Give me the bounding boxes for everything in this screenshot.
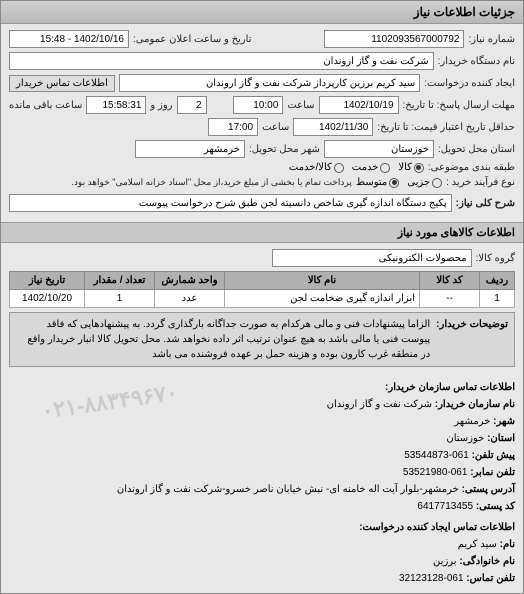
- radio-dot-icon: [334, 163, 344, 173]
- desc-label: شرح کلی نیاز:: [456, 198, 515, 209]
- surname-label: نام خانوادگی:: [459, 556, 515, 567]
- name-label: نام:: [500, 539, 515, 550]
- process-radio-group: جزیی متوسط: [356, 177, 442, 188]
- org-field: شرکت نفت و گاز اروندان: [9, 52, 434, 70]
- goods-group-field: محصولات الکترونیکی: [272, 249, 472, 267]
- radio-minor[interactable]: جزیی: [407, 177, 442, 188]
- phone-label: پیش تلفن:: [472, 450, 515, 461]
- goods-group-label: گروه کالا:: [476, 253, 515, 264]
- time-left-label: ساعت باقی مانده: [9, 100, 82, 111]
- city-field: خرمشهر: [135, 140, 245, 158]
- days-left-field: 2: [177, 96, 207, 114]
- desc-field: پکیج دستگاه اندازه گیری شاخص دانسیته لجن…: [9, 194, 452, 212]
- cell-name: ابزار اندازه گیری ضخامت لجن: [225, 290, 420, 308]
- requester-field: سید کریم برزین کارپرداز شرکت نفت و گاز ا…: [119, 74, 420, 92]
- details-window: جزئیات اطلاعات نیاز شماره نیاز: 11020935…: [0, 0, 524, 594]
- days-label: روز و: [150, 100, 172, 111]
- radio-dot-icon: [414, 163, 424, 173]
- surname-value: برزین: [433, 556, 457, 567]
- radio-goods[interactable]: کالا: [398, 162, 424, 173]
- window-title: جزئیات اطلاعات نیاز: [1, 1, 523, 24]
- col-unit: واحد شمارش: [155, 272, 225, 290]
- requester-label: ایجاد کننده درخواست:: [424, 78, 515, 89]
- deadline-label: مهلت ارسال پاسخ: تا تاریخ:: [403, 100, 515, 111]
- contact-section: ۰۲۱-۸۸۳۴۹۶۷۰ اطلاعات تماس سازمان خریدار:…: [1, 373, 523, 593]
- note-label: توضیحات خریدار:: [436, 317, 508, 362]
- radio-service[interactable]: خدمت: [352, 162, 391, 173]
- form-area: شماره نیاز: 1102093567000792 تاریخ و ساع…: [1, 24, 523, 222]
- contact-city-label: شهر:: [493, 416, 515, 427]
- cell-qty: 1: [85, 290, 155, 308]
- req-phone-label: تلفن تماس:: [466, 573, 515, 584]
- validity-date-field: 1402/11/30: [293, 118, 373, 136]
- province-field: خوزستان: [324, 140, 434, 158]
- buyer-note-box: توضیحات خریدار: الزاما پیشنهادات فنی و م…: [9, 312, 515, 367]
- goods-section-header: اطلاعات کالاهای مورد نیاز: [1, 222, 523, 243]
- validity-label: حداقل تاریخ اعتبار قیمت: تا تاریخ:: [377, 122, 515, 133]
- col-code: کد کالا: [420, 272, 480, 290]
- contact-button[interactable]: اطلاعات تماس خریدار: [9, 75, 115, 92]
- address-label: آدرس پستی:: [462, 484, 515, 495]
- province-label: استان محل تحویل:: [438, 144, 515, 155]
- note-text: الزاما پیشنهادات فنی و مالی هرکدام به صو…: [16, 317, 430, 362]
- deadline-date-field: 1402/10/19: [319, 96, 399, 114]
- table-row[interactable]: 1 -- ابزار اندازه گیری ضخامت لجن عدد 1 1…: [10, 290, 515, 308]
- process-label: نوع فرآیند خرید :: [446, 177, 515, 188]
- contact-header: اطلاعات تماس سازمان خریدار:: [385, 382, 515, 393]
- fax-label: تلفن نمابر:: [470, 467, 515, 478]
- org-name-label: نام سازمان خریدار:: [435, 399, 515, 410]
- topic-radio-group: کالا خدمت کالا/خدمت: [289, 162, 424, 173]
- org-label: نام دستگاه خریدار:: [438, 56, 515, 67]
- contact-province-label: استان:: [487, 433, 515, 444]
- validity-time-field: 17:00: [208, 118, 258, 136]
- radio-medium[interactable]: متوسط: [356, 177, 399, 188]
- deadline-time-field: 10:00: [233, 96, 283, 114]
- time-label-2: ساعت: [262, 122, 289, 133]
- request-no-label: شماره نیاز:: [468, 34, 515, 45]
- cell-code: --: [420, 290, 480, 308]
- postal-value: 6417713455: [417, 501, 473, 512]
- phone-value: 061-53544873: [404, 450, 469, 461]
- address-value: خرمشهر-بلوار آیت اله خامنه ای- نبش خیابا…: [117, 484, 459, 495]
- radio-dot-icon: [389, 178, 399, 188]
- process-note: پرداخت تمام یا بخشی از مبلغ خرید،از محل …: [71, 177, 351, 188]
- announce-field: 1402/10/16 - 15:48: [9, 30, 129, 48]
- radio-both[interactable]: کالا/خدمت: [289, 162, 344, 173]
- radio-dot-icon: [380, 163, 390, 173]
- postal-label: کد پستی:: [476, 501, 515, 512]
- req-contact-header: اطلاعات تماس ایجاد کننده درخواست:: [359, 522, 515, 533]
- request-no-field: 1102093567000792: [324, 30, 464, 48]
- goods-table: ردیف کد کالا نام کالا واحد شمارش تعداد /…: [9, 271, 515, 308]
- time-left-field: 15:58:31: [86, 96, 146, 114]
- col-qty: تعداد / مقدار: [85, 272, 155, 290]
- city-label: شهر محل تحویل:: [249, 144, 320, 155]
- name-value: سید کریم: [458, 539, 497, 550]
- col-name: نام کالا: [225, 272, 420, 290]
- contact-city-value: خرمشهر: [454, 416, 490, 427]
- col-date: تاریخ نیاز: [10, 272, 85, 290]
- col-row: ردیف: [480, 272, 515, 290]
- time-label-1: ساعت: [287, 100, 314, 111]
- announce-label: تاریخ و ساعت اعلان عمومی:: [133, 34, 252, 45]
- cell-row: 1: [480, 290, 515, 308]
- contact-province-value: خوزستان: [446, 433, 484, 444]
- cell-date: 1402/10/20: [10, 290, 85, 308]
- table-header-row: ردیف کد کالا نام کالا واحد شمارش تعداد /…: [10, 272, 515, 290]
- topic-label: طبقه بندی موضوعی:: [428, 162, 515, 173]
- org-name-value: شرکت نفت و گاز اروندان: [327, 399, 432, 410]
- radio-dot-icon: [432, 178, 442, 188]
- fax-value: 061-53521980: [403, 467, 468, 478]
- cell-unit: عدد: [155, 290, 225, 308]
- req-phone-value: 061-32123128: [399, 573, 464, 584]
